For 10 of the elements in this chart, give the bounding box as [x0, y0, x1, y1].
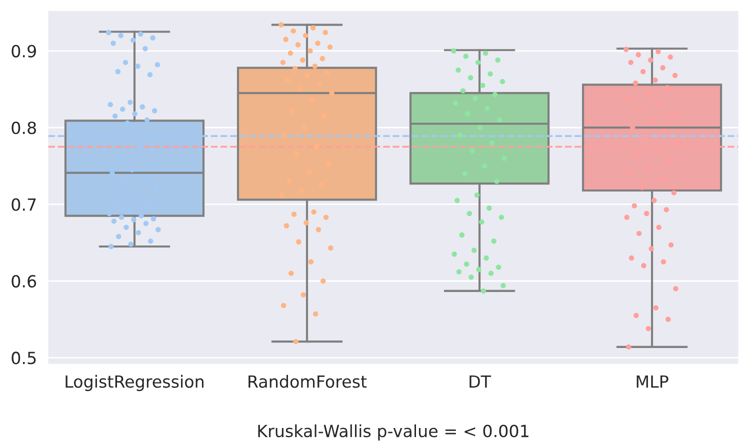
y-tick-label: 0.6	[12, 274, 36, 288]
x-tick-label: LogistRegression	[66, 374, 204, 392]
x-axis-title: Kruskal-Wallis p-value = < 0.001	[258, 424, 528, 441]
y-tick-label: 0.9	[12, 44, 36, 58]
y-tick-label: 0.8	[12, 122, 36, 134]
y-tick-label: 0.5	[12, 352, 36, 364]
y-tick-label: 0.7	[12, 198, 36, 211]
x-tick-label: DT	[470, 375, 492, 388]
x-tick-label: MLP	[636, 375, 668, 388]
x-tick-label: RandomForest	[248, 374, 367, 388]
